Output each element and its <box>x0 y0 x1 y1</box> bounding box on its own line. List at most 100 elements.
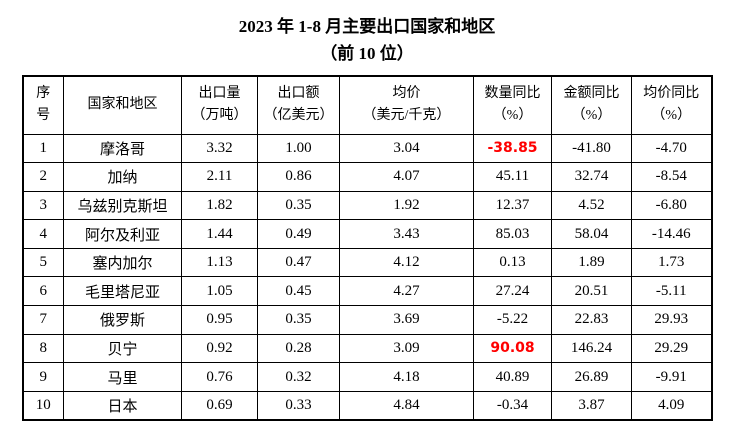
cell-country: 塞内加尔 <box>63 247 182 278</box>
cell-value-yoy: 146.24 <box>551 333 632 364</box>
cell-price-yoy: 1.73 <box>631 247 712 278</box>
table-row: 1 摩洛哥 3.32 1.00 3.04 -38.85 -41.80 -4.70 <box>22 133 712 164</box>
cell-export-volume: 1.44 <box>181 219 258 249</box>
cell-avg-price: 4.18 <box>339 362 474 392</box>
cell-value-yoy: 3.87 <box>551 390 632 421</box>
cell-export-value: 0.28 <box>257 333 340 364</box>
title-line-1: 2023 年 1-8 月主要出口国家和地区 <box>238 17 496 36</box>
cell-price-yoy: -8.54 <box>631 162 712 192</box>
col-header-country: 国家和地区 <box>63 75 182 135</box>
cell-serial: 3 <box>22 190 64 221</box>
cell-volume-yoy: 45.11 <box>473 162 552 192</box>
cell-export-volume: 0.92 <box>181 333 258 364</box>
cell-value-yoy: 22.83 <box>551 305 632 335</box>
cell-serial: 4 <box>22 219 64 249</box>
cell-serial: 8 <box>22 333 64 364</box>
cell-price-yoy: -14.46 <box>631 219 712 249</box>
cell-country: 贝宁 <box>63 333 182 364</box>
cell-export-volume: 3.32 <box>181 133 258 164</box>
cell-country: 乌兹别克斯坦 <box>63 190 182 221</box>
table-row: 3 乌兹别克斯坦 1.82 0.35 1.92 12.37 4.52 -6.80 <box>22 190 712 221</box>
table-row: 2 加纳 2.11 0.86 4.07 45.11 32.74 -8.54 <box>22 162 712 192</box>
cell-price-yoy: 4.09 <box>631 390 712 421</box>
cell-volume-yoy: 90.08 <box>473 333 552 364</box>
cell-avg-price: 3.69 <box>339 305 474 335</box>
table-row: 10 日本 0.69 0.33 4.84 -0.34 3.87 4.09 <box>22 390 712 421</box>
col-header-value-yoy: 金额同比 （%） <box>551 75 632 135</box>
col-header-export-value: 出口额 （亿美元） <box>257 75 340 135</box>
cell-price-yoy: -9.91 <box>631 362 712 392</box>
cell-volume-yoy: 27.24 <box>473 276 552 307</box>
cell-export-value: 0.35 <box>257 190 340 221</box>
cell-country: 毛里塔尼亚 <box>63 276 182 307</box>
cell-avg-price: 4.12 <box>339 247 474 278</box>
cell-serial: 9 <box>22 362 64 392</box>
cell-country: 阿尔及利亚 <box>63 219 182 249</box>
cell-export-volume: 1.05 <box>181 276 258 307</box>
cell-country: 摩洛哥 <box>63 133 182 164</box>
cell-export-volume: 1.82 <box>181 190 258 221</box>
cell-price-yoy: -6.80 <box>631 190 712 221</box>
cell-avg-price: 4.27 <box>339 276 474 307</box>
cell-price-yoy: 29.29 <box>631 333 712 364</box>
cell-volume-yoy: -5.22 <box>473 305 552 335</box>
cell-country: 俄罗斯 <box>63 305 182 335</box>
export-countries-table: 序号 国家和地区 出口量 （万吨） 出口额 （亿美元） 均价 （美元/千克） 数量同比… <box>21 75 713 421</box>
col-header-serial: 序号 <box>22 75 64 135</box>
cell-avg-price: 3.04 <box>339 133 474 164</box>
table-row: 6 毛里塔尼亚 1.05 0.45 4.27 27.24 20.51 -5.11 <box>22 276 712 307</box>
cell-export-value: 0.32 <box>257 362 340 392</box>
cell-value-yoy: -41.80 <box>551 133 632 164</box>
cell-volume-yoy: 0.13 <box>473 247 552 278</box>
cell-serial: 2 <box>22 162 64 192</box>
cell-country: 加纳 <box>63 162 182 192</box>
cell-export-value: 1.00 <box>257 133 340 164</box>
cell-export-volume: 0.69 <box>181 390 258 421</box>
cell-value-yoy: 20.51 <box>551 276 632 307</box>
cell-avg-price: 4.84 <box>339 390 474 421</box>
table-body: 1 摩洛哥 3.32 1.00 3.04 -38.85 -41.80 -4.70… <box>22 133 712 421</box>
cell-avg-price: 3.43 <box>339 219 474 249</box>
cell-serial: 6 <box>22 276 64 307</box>
cell-country: 马里 <box>63 362 182 392</box>
table-row: 8 贝宁 0.92 0.28 3.09 90.08 146.24 29.29 <box>22 333 712 364</box>
cell-value-yoy: 4.52 <box>551 190 632 221</box>
cell-serial: 1 <box>22 133 64 164</box>
cell-country: 日本 <box>63 390 182 421</box>
cell-value-yoy: 32.74 <box>551 162 632 192</box>
cell-volume-yoy: 12.37 <box>473 190 552 221</box>
cell-price-yoy: -4.70 <box>631 133 712 164</box>
cell-export-value: 0.86 <box>257 162 340 192</box>
cell-export-value: 0.45 <box>257 276 340 307</box>
cell-price-yoy: 29.93 <box>631 305 712 335</box>
cell-avg-price: 1.92 <box>339 190 474 221</box>
col-header-avg-price: 均价 （美元/千克） <box>339 75 474 135</box>
col-header-export-volume: 出口量 （万吨） <box>181 75 258 135</box>
cell-volume-yoy: -38.85 <box>473 133 552 164</box>
table-row: 9 马里 0.76 0.32 4.18 40.89 26.89 -9.91 <box>22 362 712 392</box>
cell-export-value: 0.49 <box>257 219 340 249</box>
cell-value-yoy: 58.04 <box>551 219 632 249</box>
cell-serial: 7 <box>22 305 64 335</box>
cell-avg-price: 4.07 <box>339 162 474 192</box>
cell-export-volume: 1.13 <box>181 247 258 278</box>
cell-export-value: 0.47 <box>257 247 340 278</box>
cell-volume-yoy: -0.34 <box>473 390 552 421</box>
cell-export-volume: 0.95 <box>181 305 258 335</box>
table-row: 5 塞内加尔 1.13 0.47 4.12 0.13 1.89 1.73 <box>22 247 712 278</box>
table-row: 4 阿尔及利亚 1.44 0.49 3.43 85.03 58.04 -14.4… <box>22 219 712 249</box>
cell-serial: 10 <box>22 390 64 421</box>
col-header-volume-yoy: 数量同比 （%） <box>473 75 552 135</box>
table-row: 7 俄罗斯 0.95 0.35 3.69 -5.22 22.83 29.93 <box>22 305 712 335</box>
title-line-2: （前 10 位） <box>320 44 414 63</box>
page-title: 2023 年 1-8 月主要出口国家和地区 （前 10 位） <box>0 13 734 67</box>
cell-serial: 5 <box>22 247 64 278</box>
col-header-price-yoy: 均价同比 （%） <box>631 75 712 135</box>
cell-volume-yoy: 85.03 <box>473 219 552 249</box>
cell-value-yoy: 26.89 <box>551 362 632 392</box>
cell-avg-price: 3.09 <box>339 333 474 364</box>
cell-export-volume: 0.76 <box>181 362 258 392</box>
cell-export-value: 0.35 <box>257 305 340 335</box>
cell-price-yoy: -5.11 <box>631 276 712 307</box>
